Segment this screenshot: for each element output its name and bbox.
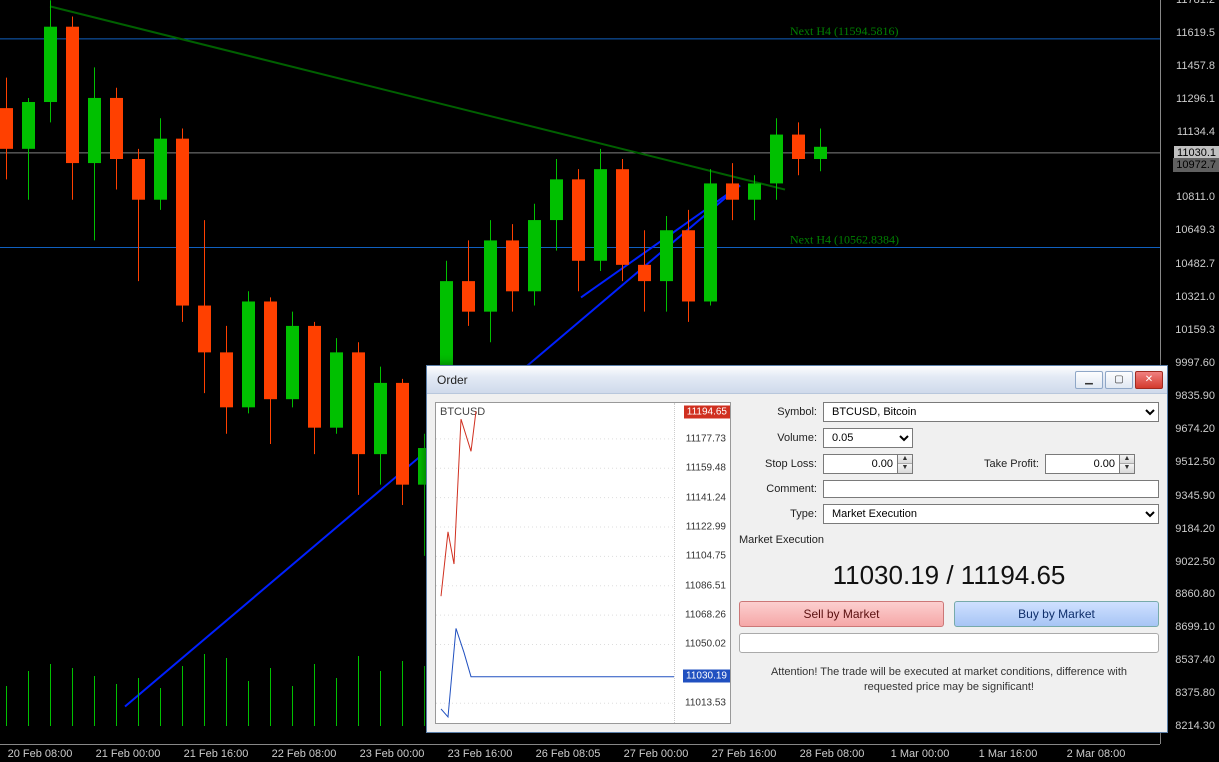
takeprofit-field: ▲▼ (1045, 454, 1135, 474)
x-tick: 27 Feb 16:00 (712, 748, 777, 760)
warning-text: Attention! The trade will be executed at… (739, 659, 1159, 695)
x-tick: 20 Feb 08:00 (8, 748, 73, 760)
mini-chart: BTCUSD 11194.6511030.1911177.7311159.481… (435, 402, 731, 724)
svg-text:Next H4 (11594.5816): Next H4 (11594.5816) (790, 24, 899, 38)
status-bar (739, 633, 1159, 653)
y-tick: 10321.0 (1175, 291, 1215, 303)
x-tick: 23 Feb 00:00 (360, 748, 425, 760)
comment-label: Comment: (739, 483, 817, 495)
y-tick: 9345.90 (1175, 490, 1215, 502)
y-tick: 9184.20 (1175, 523, 1215, 535)
x-axis: 20 Feb 08:00 21 Feb 00:00 21 Feb 16:00 22 F… (0, 744, 1160, 762)
takeprofit-down[interactable]: ▼ (1120, 464, 1134, 473)
y-tick: 11619.5 (1176, 27, 1215, 39)
x-tick: 21 Feb 00:00 (96, 748, 161, 760)
stoploss-input[interactable] (823, 454, 897, 474)
minimize-button[interactable]: ▁ (1075, 371, 1103, 389)
y-tick: 8699.10 (1175, 621, 1215, 633)
symbol-select[interactable]: BTCUSD, Bitcoin (823, 402, 1159, 422)
price-badge: 10972.7 (1173, 158, 1219, 172)
x-tick: 22 Feb 08:00 (272, 748, 337, 760)
x-tick: 1 Mar 16:00 (979, 748, 1038, 760)
mini-chart-canvas (436, 403, 730, 723)
order-dialog: Order ▁ ▢ ✕ BTCUSD 11194.6511030.1911177… (426, 365, 1168, 733)
takeprofit-up[interactable]: ▲ (1120, 455, 1134, 464)
y-tick: 9512.50 (1175, 456, 1215, 468)
dialog-body: BTCUSD 11194.6511030.1911177.7311159.481… (427, 394, 1167, 732)
type-label: Type: (739, 508, 817, 520)
y-tick: 8537.40 (1175, 654, 1215, 666)
y-tick: 11781.2 (1176, 0, 1215, 6)
x-tick: 1 Mar 00:00 (891, 748, 950, 760)
y-tick: 10811.0 (1176, 191, 1215, 203)
stoploss-down[interactable]: ▼ (898, 464, 912, 473)
order-form: Symbol: BTCUSD, Bitcoin Volume: 0.05 Sto… (739, 402, 1159, 724)
close-button[interactable]: ✕ (1135, 371, 1163, 389)
y-tick: 10159.3 (1175, 324, 1215, 336)
y-tick: 9997.60 (1175, 357, 1215, 369)
x-tick: 2 Mar 08:00 (1067, 748, 1126, 760)
y-axis: 11781.211619.511457.811296.111134.411030… (1160, 0, 1219, 744)
x-tick: 28 Feb 08:00 (800, 748, 865, 760)
type-select[interactable]: Market Execution (823, 504, 1159, 524)
comment-input[interactable] (823, 480, 1159, 498)
stoploss-label: Stop Loss: (739, 458, 817, 470)
y-tick: 10649.3 (1175, 224, 1215, 236)
volume-label: Volume: (739, 432, 817, 444)
x-tick: 21 Feb 16:00 (184, 748, 249, 760)
y-tick: 8214.30 (1175, 720, 1215, 732)
dialog-titlebar[interactable]: Order ▁ ▢ ✕ (427, 366, 1167, 394)
price-display: 11030.19 / 11194.65 (739, 552, 1159, 595)
y-tick: 11134.4 (1177, 126, 1215, 138)
y-tick: 8375.80 (1175, 687, 1215, 699)
svg-text:Next H4 (10562.8384): Next H4 (10562.8384) (790, 233, 899, 247)
y-tick: 9835.90 (1175, 390, 1215, 402)
y-tick: 9022.50 (1175, 556, 1215, 568)
x-tick: 27 Feb 00:00 (624, 748, 689, 760)
volume-select[interactable]: 0.05 (823, 428, 913, 448)
y-tick: 11296.1 (1176, 93, 1215, 105)
y-tick: 8860.80 (1175, 588, 1215, 600)
stoploss-up[interactable]: ▲ (898, 455, 912, 464)
takeprofit-input[interactable] (1045, 454, 1119, 474)
y-tick: 9674.20 (1175, 423, 1215, 435)
takeprofit-label: Take Profit: (939, 458, 1039, 470)
sell-button[interactable]: Sell by Market (739, 601, 944, 627)
section-label: Market Execution (739, 534, 1159, 546)
x-tick: 23 Feb 16:00 (448, 748, 513, 760)
symbol-label: Symbol: (739, 406, 817, 418)
dialog-title: Order (437, 373, 468, 387)
y-tick: 11457.8 (1176, 60, 1215, 72)
buy-button[interactable]: Buy by Market (954, 601, 1159, 627)
stoploss-field: ▲▼ (823, 454, 913, 474)
maximize-button[interactable]: ▢ (1105, 371, 1133, 389)
x-tick: 26 Feb 08:05 (536, 748, 601, 760)
y-tick: 10482.7 (1175, 258, 1215, 270)
